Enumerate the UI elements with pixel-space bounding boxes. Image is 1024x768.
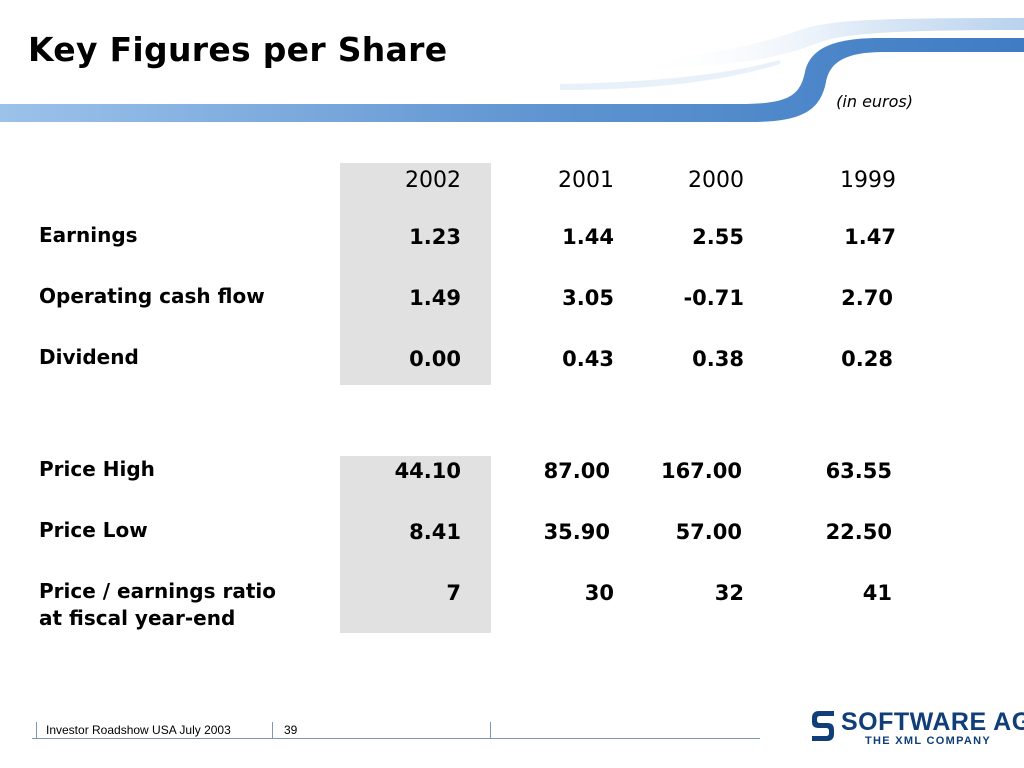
cell-2002: 8.41 — [409, 520, 461, 544]
logo-tagline: THE XML COMPANY — [865, 735, 992, 747]
cell-2001: 0.43 — [562, 347, 614, 371]
row-label: Operating cash flow — [39, 284, 265, 308]
year-header-2002: 2002 — [405, 168, 461, 193]
table-row-operating-cash-flow: Operating cash flow 1.49 3.05 -0.71 2.70 — [0, 283, 1024, 313]
cell-2002: 7 — [446, 581, 461, 605]
units-note: (in euros) — [836, 92, 913, 111]
cell-1999: 1.47 — [844, 225, 896, 249]
table-row-dividend: Dividend 0.00 0.43 0.38 0.28 — [0, 344, 1024, 374]
footer-tick — [272, 722, 273, 738]
table-row-pe-ratio: Price / earnings ratio at fiscal year-en… — [0, 578, 1024, 638]
software-ag-s-icon — [812, 711, 834, 741]
cell-2000: 0.38 — [692, 347, 744, 371]
cell-1999: 22.50 — [825, 520, 892, 544]
cell-2001: 30 — [584, 581, 614, 605]
cell-2000: 57.00 — [675, 520, 742, 544]
year-header-row: 2002 2001 2000 1999 — [0, 166, 1024, 196]
row-label: Earnings — [39, 223, 138, 247]
cell-2000: 2.55 — [692, 225, 744, 249]
cell-2000: 167.00 — [660, 459, 742, 483]
footer-event: Investor Roadshow USA July 2003 — [46, 723, 231, 737]
row-label-line-2: at fiscal year-end — [39, 606, 236, 630]
cell-2000: -0.71 — [683, 286, 744, 310]
row-label: Price High — [39, 457, 155, 481]
year-header-2000: 2000 — [688, 168, 744, 193]
row-label-line-1: Price / earnings ratio — [39, 579, 276, 603]
highlight-column-2002-lower — [340, 456, 491, 633]
software-ag-logo: SOFTWARE AG THE XML COMPANY — [808, 708, 1024, 750]
year-header-1999: 1999 — [840, 168, 896, 193]
cell-2002: 1.23 — [409, 225, 461, 249]
footer-page-number: 39 — [284, 723, 298, 737]
cell-2002: 1.49 — [409, 286, 461, 310]
footer-divider — [32, 738, 760, 739]
row-label: Dividend — [39, 345, 139, 369]
logo-wordmark: SOFTWARE AG — [841, 708, 1024, 736]
highlight-column-2002-upper — [340, 163, 491, 385]
cell-1999: 41 — [862, 581, 892, 605]
cell-1999: 63.55 — [825, 459, 892, 483]
footer-tick — [490, 722, 491, 738]
year-header-2001: 2001 — [558, 168, 614, 193]
footer-tick — [36, 722, 37, 738]
cell-1999: 0.28 — [841, 347, 893, 371]
cell-2000: 32 — [714, 581, 744, 605]
table-row-price-low: Price Low 8.41 35.90 57.00 22.50 — [0, 517, 1024, 547]
slide-title: Key Figures per Share — [28, 30, 448, 69]
table-row-earnings: Earnings 1.23 1.44 2.55 1.47 — [0, 222, 1024, 252]
cell-2001: 35.90 — [543, 520, 610, 544]
cell-2002: 44.10 — [394, 459, 461, 483]
cell-1999: 2.70 — [841, 286, 893, 310]
cell-2001: 3.05 — [562, 286, 614, 310]
cell-2001: 87.00 — [543, 459, 610, 483]
header-swoosh-graphic — [0, 18, 1024, 122]
cell-2001: 1.44 — [562, 225, 614, 249]
table-row-price-high: Price High 44.10 87.00 167.00 63.55 — [0, 456, 1024, 486]
cell-2002: 0.00 — [409, 347, 461, 371]
row-label: Price Low — [39, 518, 148, 542]
